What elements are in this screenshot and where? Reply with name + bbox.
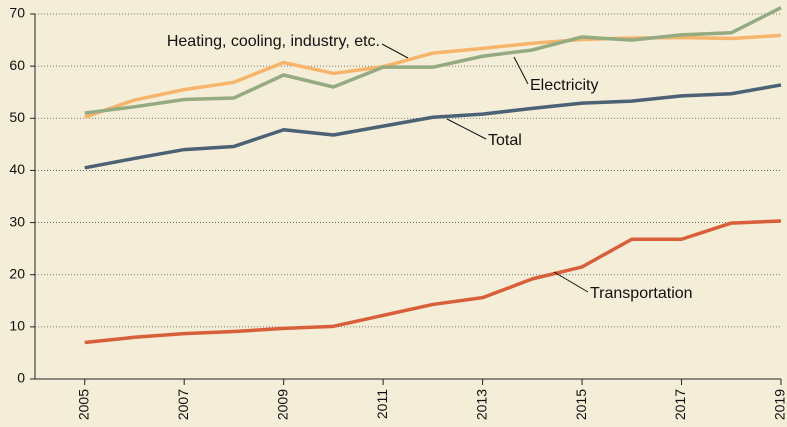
series-line — [84, 83, 782, 170]
y-tick-label: 60 — [9, 57, 25, 73]
y-tick-label: 50 — [9, 109, 25, 125]
series-label: Total — [488, 132, 522, 149]
x-tick-label: 2019 — [772, 389, 787, 420]
x-tick-label: 2009 — [274, 389, 290, 420]
leader-line — [553, 271, 589, 293]
y-tick-label: 20 — [9, 265, 25, 281]
y-tick-label: 40 — [9, 161, 25, 177]
leader-line — [513, 56, 529, 85]
x-tick-label: 2011 — [374, 389, 390, 419]
series-line — [84, 219, 782, 345]
x-tick-label: 2013 — [473, 389, 489, 420]
series-label: Transportation — [590, 285, 693, 302]
x-tick-label: 2007 — [175, 389, 191, 420]
y-tick-label: 0 — [17, 370, 25, 386]
series-line — [84, 6, 782, 115]
leader-line — [446, 118, 487, 140]
x-tick-label: 2005 — [75, 389, 91, 420]
series-label: Electricity — [530, 77, 598, 94]
y-tick-label: 30 — [9, 213, 25, 229]
x-tick-label: 2015 — [573, 389, 589, 420]
series-label: Heating, cooling, industry, etc. — [167, 33, 380, 50]
y-tick-label: 10 — [9, 318, 25, 334]
leader-line — [381, 43, 409, 59]
x-tick-label: 2017 — [672, 389, 688, 420]
y-tick-label: 70 — [9, 5, 25, 21]
